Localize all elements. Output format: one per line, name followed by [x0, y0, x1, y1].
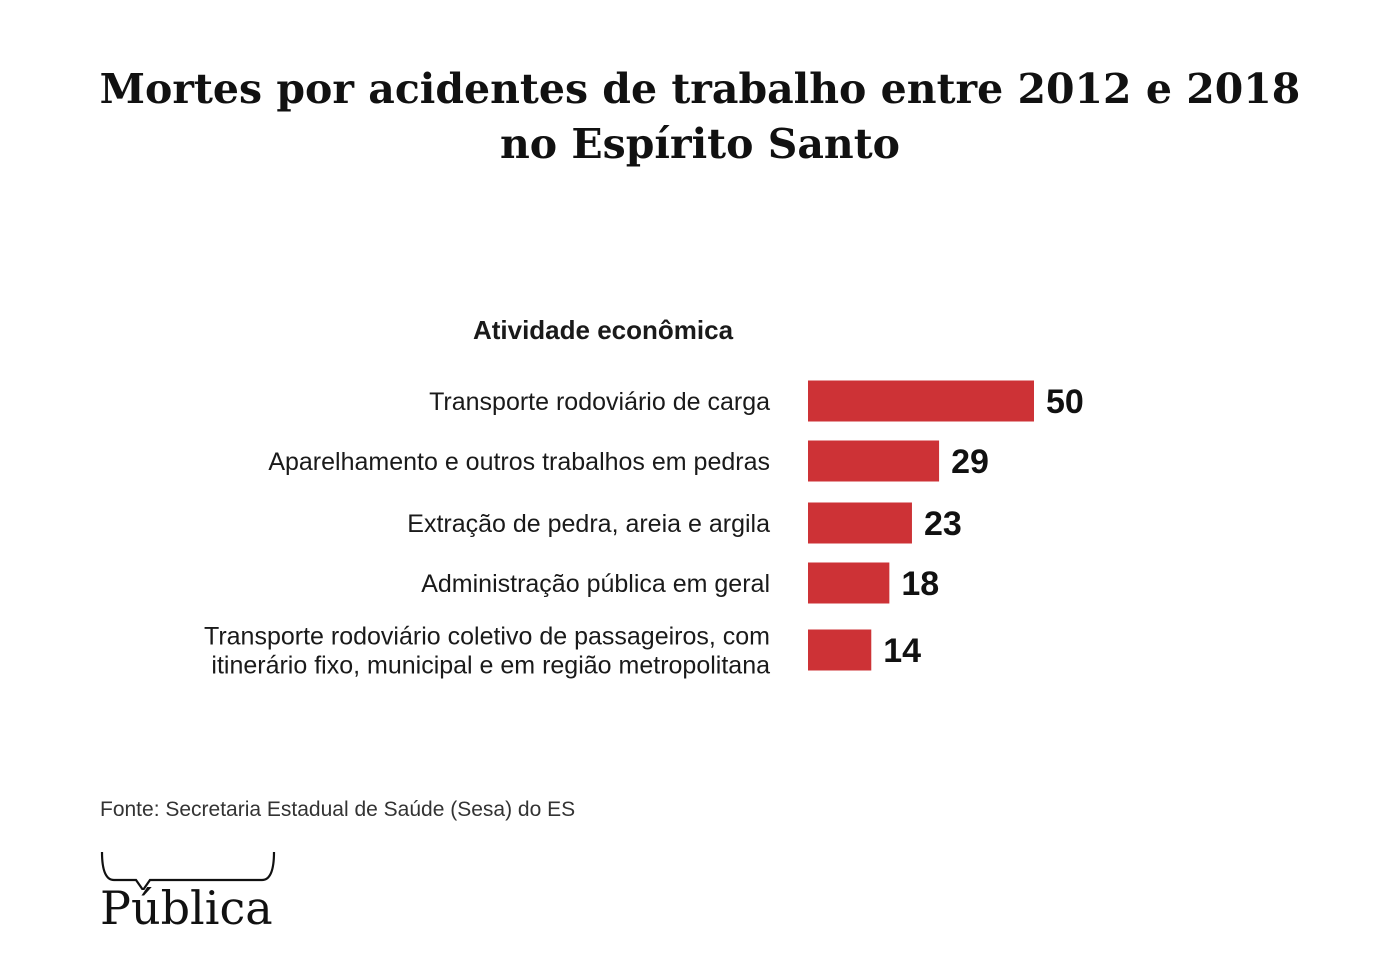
- bar-value-label-4: 14: [883, 632, 921, 670]
- bar-value-label-2: 23: [924, 505, 962, 543]
- bar-value-label-1: 29: [951, 443, 989, 481]
- category-label-0: Transporte rodoviário de carga: [429, 388, 770, 416]
- bar-value-label-0: 50: [1046, 383, 1084, 421]
- y-axis-label: Atividade econômica: [473, 315, 734, 345]
- chart-title-line-1: Mortes por acidentes de trabalho entre 2…: [99, 65, 1301, 113]
- bar-3: [808, 562, 890, 604]
- chart-title-line-2: no Espírito Santo: [499, 120, 900, 168]
- speech-bracket-icon: [100, 851, 276, 890]
- category-label-1: Aparelhamento e outros trabalhos em pedr…: [268, 448, 770, 476]
- category-label-3: Administração pública em geral: [421, 570, 770, 598]
- bar-1: [808, 440, 940, 482]
- publica-logo: Pública: [100, 850, 280, 940]
- bar-2: [808, 502, 912, 544]
- bar-4: [808, 629, 872, 671]
- logo-wordmark: Pública: [100, 881, 273, 935]
- category-label-2: Extração de pedra, areia e argila: [407, 510, 770, 538]
- bar-0: [808, 380, 1034, 422]
- bar-value-label-3: 18: [901, 565, 939, 603]
- chart-title: Mortes por acidentes de trabalho entre 2…: [0, 62, 1400, 172]
- category-label-4: Transporte rodoviário coletivo de passag…: [204, 623, 770, 680]
- bars-group: 50 Transporte rodoviário de carga 29 Aparel…: [204, 380, 1084, 680]
- source-note: Fonte: Secretaria Estadual de Saúde (Ses…: [100, 798, 576, 821]
